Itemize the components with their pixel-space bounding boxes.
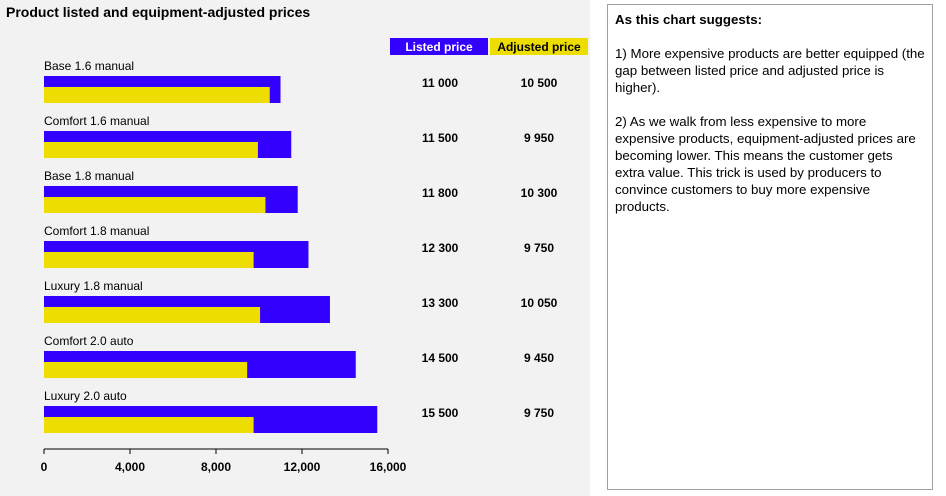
category-label: Comfort 1.8 manual: [44, 224, 149, 238]
chart-panel: Product listed and equipment-adjusted pr…: [0, 0, 590, 496]
adjusted-price-value: 9 750: [524, 406, 554, 420]
commentary-box: As this chart suggests: 1) More expensiv…: [607, 4, 933, 490]
x-tick-label: 8,000: [201, 460, 231, 474]
x-tick-label: 16,000: [370, 460, 407, 474]
legend-label-listed: Listed price: [405, 40, 473, 54]
listed-price-value: 15 500: [422, 406, 459, 420]
adjusted-price-bar: [44, 307, 261, 323]
adjusted-price-value: 10 300: [521, 186, 558, 200]
adjusted-price-value: 10 050: [521, 296, 558, 310]
category-label: Base 1.8 manual: [44, 169, 134, 183]
listed-price-value: 12 300: [422, 241, 459, 255]
commentary-title: As this chart suggests:: [615, 12, 763, 27]
legend-label-adjusted: Adjusted price: [497, 40, 581, 54]
listed-price-value: 13 300: [422, 296, 459, 310]
category-label: Comfort 1.6 manual: [44, 114, 149, 128]
category-label: Comfort 2.0 auto: [44, 334, 134, 348]
listed-price-value: 11 000: [422, 76, 458, 90]
adjusted-price-value: 9 950: [524, 131, 554, 145]
adjusted-price-bar: [44, 142, 258, 158]
listed-price-value: 11 800: [422, 186, 458, 200]
adjusted-price-bar: [44, 252, 254, 268]
x-tick-label: 0: [41, 460, 48, 474]
x-tick-label: 4,000: [115, 460, 145, 474]
chart-title: Product listed and equipment-adjusted pr…: [6, 4, 311, 20]
adjusted-price-value: 10 500: [521, 76, 558, 90]
bar-chart: Listed price Adjusted price Base 1.6 manua…: [41, 38, 588, 474]
adjusted-price-bar: [44, 197, 266, 213]
legend-swatch-adjusted: [490, 38, 588, 55]
listed-price-value: 14 500: [422, 351, 459, 365]
x-tick-label: 12,000: [284, 460, 321, 474]
commentary-paragraph-1: 1) More expensive products are better eq…: [615, 46, 925, 95]
adjusted-price-bar: [44, 417, 254, 433]
adjusted-price-value: 9 450: [524, 351, 554, 365]
category-label: Luxury 2.0 auto: [44, 389, 127, 403]
adjusted-price-value: 9 750: [524, 241, 554, 255]
listed-price-value: 11 500: [422, 131, 458, 145]
adjusted-price-bar: [44, 87, 270, 103]
legend-swatch-listed: [390, 38, 488, 55]
commentary-paragraph-2: 2) As we walk from less expensive to mor…: [615, 114, 916, 214]
category-label: Base 1.6 manual: [44, 59, 134, 73]
adjusted-price-bar: [44, 362, 248, 378]
category-label: Luxury 1.8 manual: [44, 279, 143, 293]
